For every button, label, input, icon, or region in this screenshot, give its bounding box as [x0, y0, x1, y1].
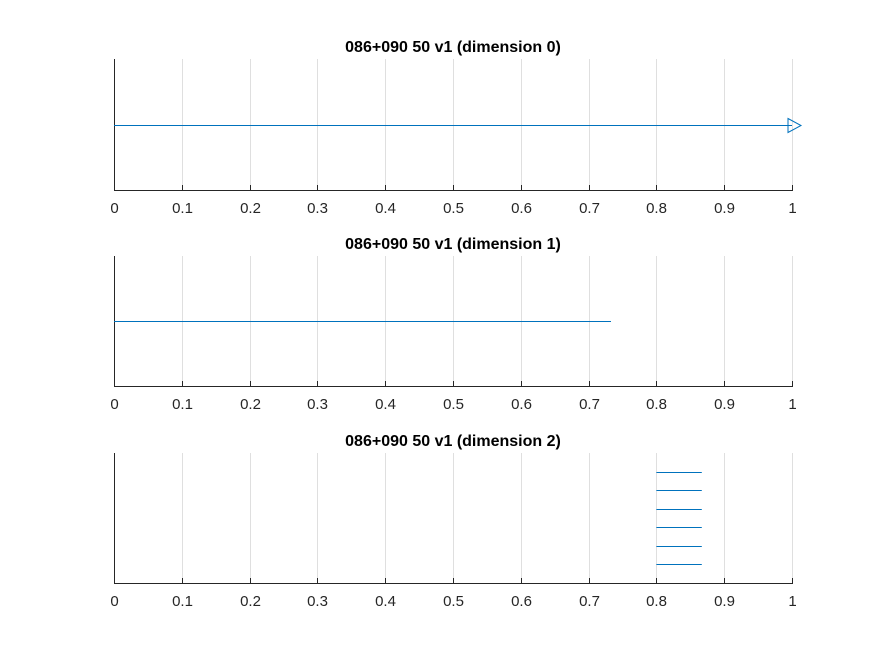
chart-panel-1: 086+090 50 v1 (dimension 1) 0 0.1 0.2 0.3 0.4… — [110, 236, 796, 413]
x-tick-label: 0.5 — [443, 396, 464, 413]
x-tick-label: 0.5 — [443, 200, 464, 217]
x-tick-label: 0.4 — [375, 593, 396, 610]
x-tick-label: 0.9 — [714, 200, 735, 217]
x-tick-label: 0.3 — [307, 200, 328, 217]
x-tick-label: 0 — [110, 200, 118, 217]
x-tick-label: 0 — [110, 396, 118, 413]
x-tick-label: 0 — [110, 593, 118, 610]
chart-title: 086+090 50 v1 (dimension 2) — [345, 433, 561, 450]
x-tick-label: 0.9 — [714, 593, 735, 610]
x-tick-label: 0.4 — [375, 200, 396, 217]
x-tick-label: 1 — [788, 593, 796, 610]
x-tick-label: 0.1 — [172, 200, 193, 217]
x-tick-label: 0.8 — [646, 593, 667, 610]
x-tick-label: 0.4 — [375, 396, 396, 413]
x-tick-label: 0.1 — [172, 396, 193, 413]
x-tick-label: 0.2 — [240, 593, 261, 610]
x-tick-label: 0.2 — [240, 396, 261, 413]
x-tick-label: 0.3 — [307, 396, 328, 413]
x-tick-label: 0.2 — [240, 200, 261, 217]
x-tick-label: 0.9 — [714, 396, 735, 413]
x-tick-label: 0.8 — [646, 200, 667, 217]
x-tick-label: 1 — [788, 200, 796, 217]
x-tick-label: 0.6 — [511, 396, 532, 413]
x-tick-label: 0.6 — [511, 200, 532, 217]
chart-panel-2: 086+090 50 v1 (dimension 2) 0 0.1 0.2 0.3 0.4… — [110, 433, 796, 610]
x-tick-label: 0.8 — [646, 396, 667, 413]
x-tick-label: 0.3 — [307, 593, 328, 610]
x-tick-label: 0.7 — [579, 396, 600, 413]
chart-title: 086+090 50 v1 (dimension 0) — [345, 39, 561, 56]
x-tick-label: 0.7 — [579, 200, 600, 217]
series-end-marker — [787, 117, 803, 134]
x-tick-label: 0.1 — [172, 593, 193, 610]
chart-title: 086+090 50 v1 (dimension 1) — [345, 236, 561, 253]
x-tick-label: 1 — [788, 396, 796, 413]
x-tick-label: 0.5 — [443, 593, 464, 610]
chart-panel-0: 086+090 50 v1 (dimension 0) 0 0.1 0.2 0.3 0.4… — [110, 39, 803, 217]
x-tick-label: 0.7 — [579, 593, 600, 610]
x-tick-label: 0.6 — [511, 593, 532, 610]
